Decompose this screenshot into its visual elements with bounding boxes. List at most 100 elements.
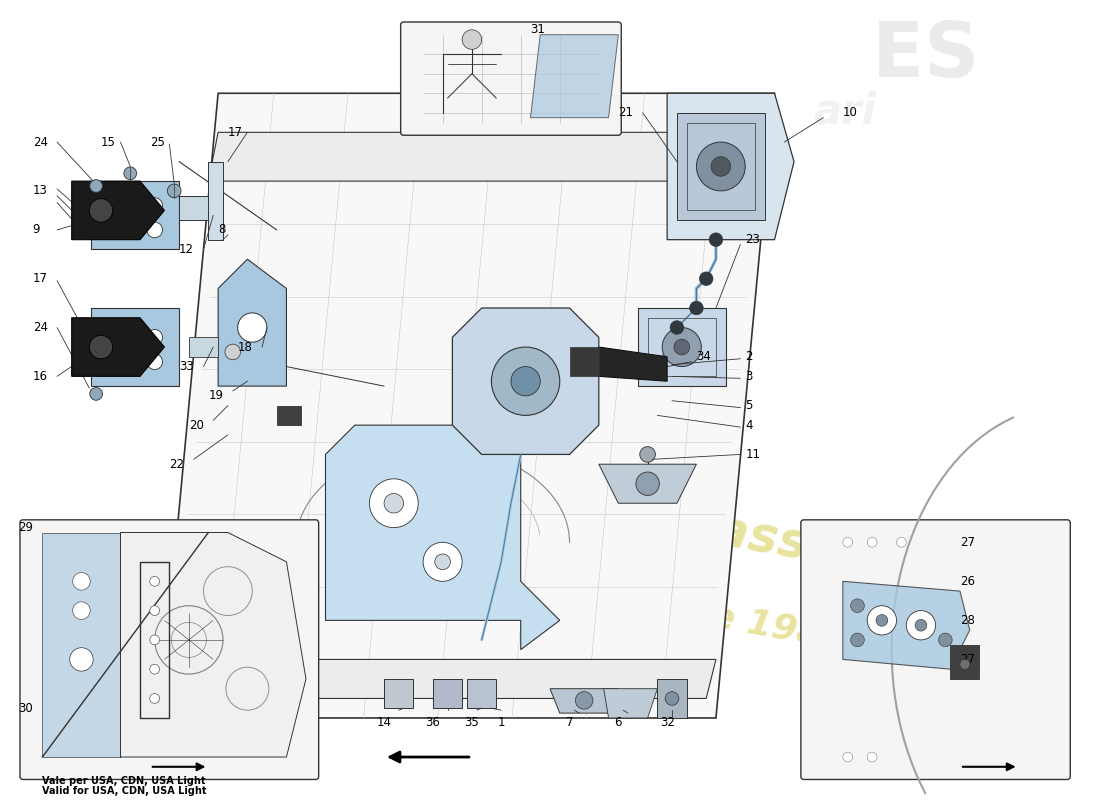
Text: 25: 25 bbox=[150, 135, 165, 149]
Bar bbox=[189, 338, 218, 357]
Circle shape bbox=[896, 538, 906, 547]
Bar bbox=[384, 679, 414, 708]
Circle shape bbox=[843, 538, 852, 547]
Circle shape bbox=[108, 222, 123, 238]
Bar bbox=[179, 196, 213, 220]
Circle shape bbox=[696, 142, 745, 191]
Circle shape bbox=[89, 198, 112, 222]
Bar bbox=[658, 679, 686, 718]
Circle shape bbox=[938, 633, 953, 646]
Polygon shape bbox=[326, 425, 560, 650]
Polygon shape bbox=[91, 308, 179, 386]
Text: ES: ES bbox=[872, 19, 979, 94]
Bar bbox=[277, 406, 301, 425]
Circle shape bbox=[150, 664, 160, 674]
Text: 35: 35 bbox=[464, 716, 480, 730]
Polygon shape bbox=[72, 318, 164, 376]
Text: 17: 17 bbox=[228, 126, 243, 139]
Text: 21: 21 bbox=[618, 106, 634, 119]
Circle shape bbox=[69, 648, 94, 671]
Circle shape bbox=[150, 635, 160, 645]
Text: 31: 31 bbox=[530, 23, 546, 36]
Polygon shape bbox=[91, 181, 179, 250]
Text: Vale per USA, CDN, USA Light: Vale per USA, CDN, USA Light bbox=[43, 777, 206, 786]
Circle shape bbox=[124, 167, 136, 180]
Circle shape bbox=[867, 538, 877, 547]
Polygon shape bbox=[550, 689, 618, 713]
Circle shape bbox=[670, 321, 684, 334]
Circle shape bbox=[434, 554, 450, 570]
Text: 6: 6 bbox=[615, 716, 623, 730]
Text: 10: 10 bbox=[843, 106, 858, 119]
Text: 24: 24 bbox=[33, 135, 47, 149]
Circle shape bbox=[90, 180, 102, 192]
Text: 24: 24 bbox=[33, 321, 47, 334]
Text: Valid for USA, CDN, USA Light: Valid for USA, CDN, USA Light bbox=[43, 786, 207, 796]
Circle shape bbox=[492, 347, 560, 415]
Text: 5: 5 bbox=[745, 399, 752, 412]
Polygon shape bbox=[530, 34, 618, 118]
Polygon shape bbox=[604, 689, 658, 718]
Circle shape bbox=[226, 344, 241, 360]
Bar bbox=[468, 679, 496, 708]
Circle shape bbox=[906, 610, 936, 640]
Circle shape bbox=[650, 360, 664, 374]
Circle shape bbox=[108, 354, 123, 370]
Circle shape bbox=[73, 602, 90, 619]
Circle shape bbox=[147, 222, 163, 238]
Text: 12: 12 bbox=[179, 243, 194, 256]
Polygon shape bbox=[160, 94, 774, 718]
Circle shape bbox=[73, 573, 90, 590]
Text: 14: 14 bbox=[376, 716, 392, 730]
Circle shape bbox=[711, 157, 730, 176]
Circle shape bbox=[636, 472, 659, 495]
Text: 13: 13 bbox=[33, 184, 47, 198]
Text: since 1985: since 1985 bbox=[628, 585, 849, 656]
Polygon shape bbox=[208, 132, 774, 181]
Text: 8: 8 bbox=[218, 223, 226, 237]
Text: 17: 17 bbox=[33, 272, 47, 286]
Circle shape bbox=[710, 233, 723, 246]
Text: 28: 28 bbox=[960, 614, 975, 627]
Circle shape bbox=[150, 694, 160, 703]
Text: 33: 33 bbox=[179, 360, 194, 373]
Circle shape bbox=[700, 272, 713, 286]
Text: 2: 2 bbox=[745, 350, 752, 363]
Circle shape bbox=[876, 614, 888, 626]
Circle shape bbox=[147, 354, 163, 370]
Bar bbox=[686, 122, 755, 210]
Text: 1: 1 bbox=[497, 716, 505, 730]
Circle shape bbox=[575, 692, 593, 709]
Bar bbox=[648, 318, 716, 376]
Circle shape bbox=[150, 577, 160, 586]
Text: 9: 9 bbox=[33, 223, 41, 237]
Circle shape bbox=[690, 301, 703, 315]
Polygon shape bbox=[169, 659, 716, 698]
Text: 30: 30 bbox=[18, 702, 33, 714]
Circle shape bbox=[674, 339, 690, 355]
Text: ari: ari bbox=[814, 90, 877, 132]
Circle shape bbox=[238, 313, 267, 342]
Text: 26: 26 bbox=[960, 575, 975, 588]
Text: 34: 34 bbox=[696, 350, 712, 363]
Circle shape bbox=[89, 335, 112, 358]
Circle shape bbox=[150, 606, 160, 615]
Bar bbox=[433, 679, 462, 708]
Text: 4: 4 bbox=[745, 418, 752, 432]
Circle shape bbox=[462, 30, 482, 50]
Bar bbox=[676, 113, 764, 220]
Polygon shape bbox=[452, 308, 598, 454]
Circle shape bbox=[370, 479, 418, 528]
Circle shape bbox=[662, 327, 702, 366]
Polygon shape bbox=[638, 308, 726, 386]
Bar bbox=[950, 645, 979, 679]
Circle shape bbox=[424, 542, 462, 582]
Circle shape bbox=[867, 752, 877, 762]
Circle shape bbox=[867, 606, 896, 635]
Text: 23: 23 bbox=[745, 233, 760, 246]
Circle shape bbox=[915, 619, 927, 631]
Text: 32: 32 bbox=[660, 716, 674, 730]
Circle shape bbox=[512, 366, 540, 396]
Polygon shape bbox=[667, 94, 794, 240]
Circle shape bbox=[147, 198, 163, 214]
